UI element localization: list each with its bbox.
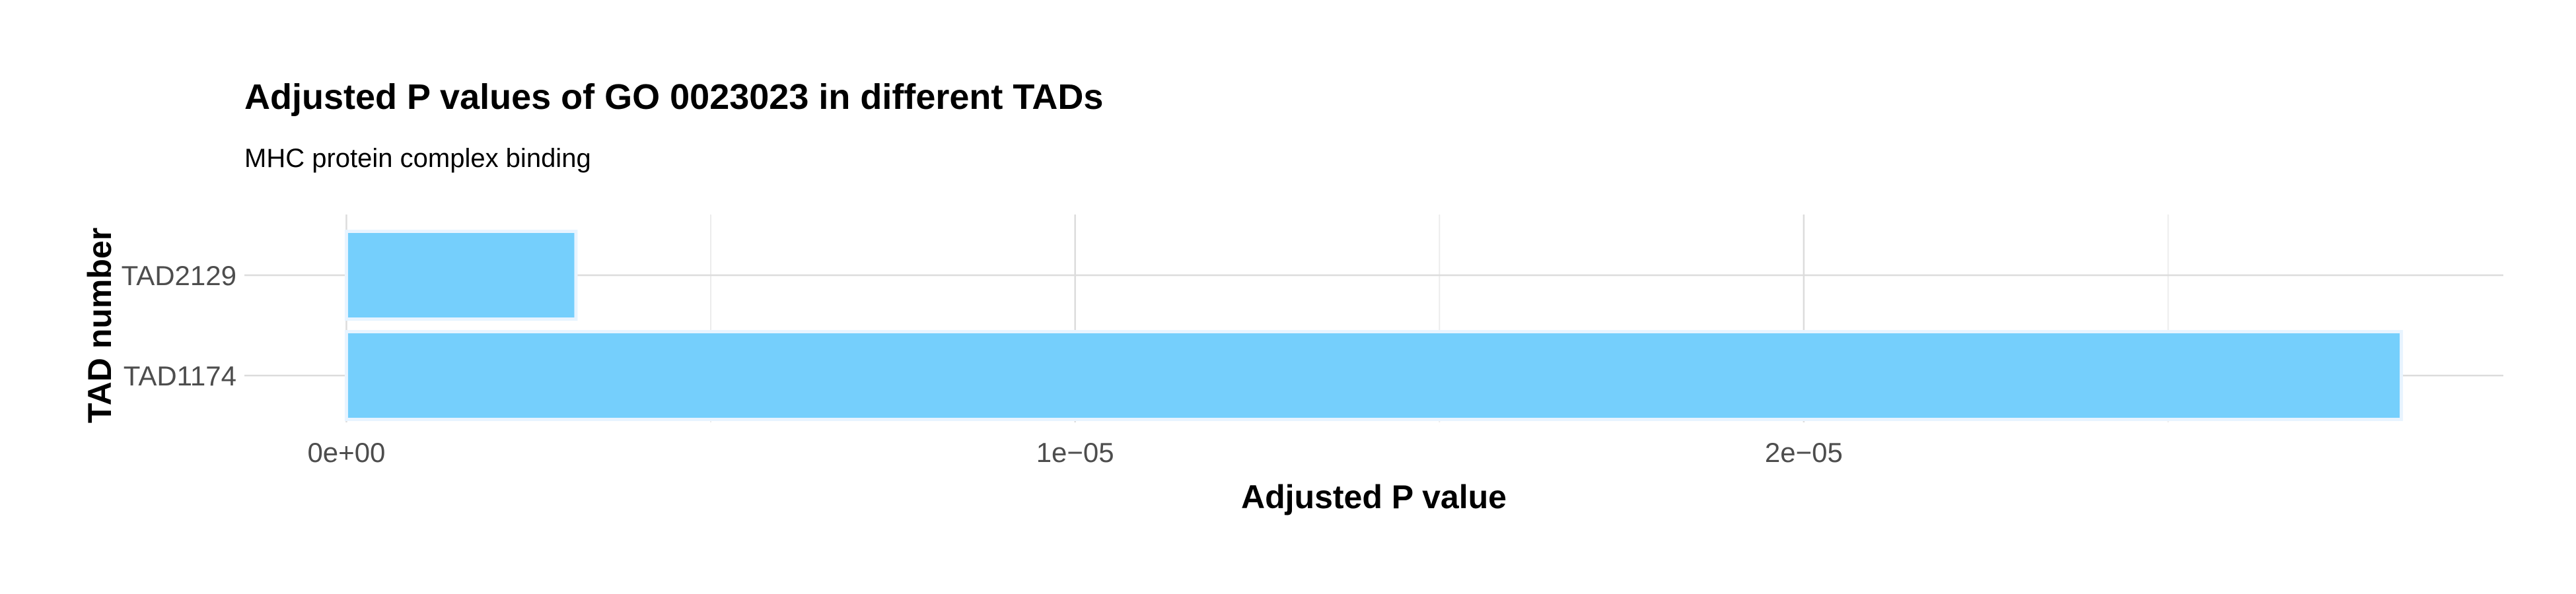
- y-tick-label: TAD2129: [122, 260, 236, 291]
- x-tick-label: 0e+00: [307, 437, 385, 468]
- bar-tad1174: [344, 330, 2404, 421]
- x-axis-title: Adjusted P value: [1241, 478, 1507, 515]
- bar-tad2129: [344, 230, 578, 321]
- chart-title: Adjusted P values of GO 0023023 in diffe…: [244, 77, 1103, 117]
- x-tick-label: 2e−05: [1765, 437, 1843, 468]
- y-tick-label: TAD1174: [124, 360, 236, 391]
- bars: [344, 230, 2404, 421]
- y-axis-title: TAD number: [81, 228, 118, 423]
- x-tick-label: 1e−05: [1036, 437, 1114, 468]
- chart-subtitle: MHC protein complex binding: [244, 144, 591, 173]
- y-axis-ticks: TAD2129 TAD1174: [122, 260, 236, 391]
- x-axis-ticks: 0e+00 1e−05 2e−05: [307, 437, 1842, 468]
